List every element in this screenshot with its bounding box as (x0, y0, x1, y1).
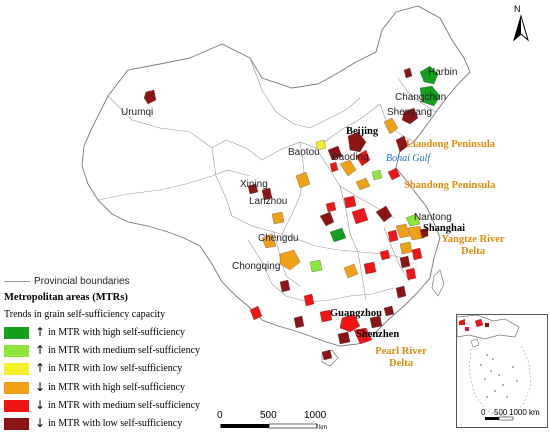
legend-item: ↑ in MTR with high self-sufficiency (4, 325, 324, 340)
scale-bar-main (220, 423, 318, 429)
legend-item-label: in MTR with medium self-sufficiency (48, 345, 201, 357)
legend-title: Metropolitan areas (MTRs) (4, 292, 128, 303)
region-label-pearl-line2: Delta (389, 358, 413, 370)
legend-item-label: in MTR with high self-sufficiency (48, 381, 186, 393)
taiwan-island (431, 269, 445, 297)
arrow-up-icon: ↑ (35, 343, 46, 358)
inset-scale-unit: km (529, 408, 540, 417)
city-label-nantong: Nantong (414, 212, 452, 223)
region-label-bohai-gulf: Bohai Gulf (386, 153, 431, 164)
south-china-sea-inset: 0 500 1000 km (456, 314, 548, 428)
scale-unit: km (319, 425, 327, 431)
legend-swatch (4, 327, 29, 339)
legend-boundary-label: Provincial boundaries (34, 276, 130, 287)
arrow-down-icon: ↓ (35, 397, 46, 412)
legend-swatch (4, 399, 29, 412)
inset-scale-tick-1000: 1000 (509, 408, 527, 417)
legend-swatch (4, 345, 29, 358)
city-label-beijing: Beijing (346, 126, 379, 137)
city-label-chongqing: Chongqing (232, 261, 281, 272)
legend-swatch (4, 363, 29, 376)
legend-subtitle: Trends in grain self-sufficiency capacit… (4, 309, 166, 320)
arrow-down-icon: ↓ (35, 416, 46, 430)
city-label-shanghai: Shanghai (423, 223, 466, 234)
city-label-guangzhou: Guangzhou (330, 308, 382, 319)
city-label-urumqi: Urumqi (121, 107, 154, 118)
region-label-pearl-line1: Pearl River (375, 346, 427, 357)
arrow-up-icon: ↑ (35, 325, 46, 339)
legend-item-label: in MTR with low self-sufficiency (48, 418, 183, 429)
region-label-liaodong-peninsula: Liaodong Peninsula (406, 139, 495, 150)
inset-map-graphic (456, 314, 532, 421)
north-arrow-icon (513, 14, 529, 42)
legend-item-label: in MTR with high self-sufficiency (48, 327, 186, 338)
city-label-changchun: Changchun (395, 92, 447, 103)
arrow-up-icon: ↑ (35, 361, 46, 376)
boundary-line-swatch (4, 280, 30, 282)
region-label-yangtze-river-delta: Yangtze River Delta (428, 234, 518, 258)
region-label-yangtze-line1: Yangtze River (441, 234, 505, 245)
legend-item-label: in MTR with low self-sufficiency (48, 363, 183, 375)
arrow-down-icon: ↓ (35, 379, 46, 394)
legend-swatch (4, 418, 29, 430)
scale-tick-500: 500 (260, 410, 277, 421)
region-label-shandong-peninsula: Shandong Peninsula (404, 180, 496, 191)
legend-item: ↓ in MTR with low self-sufficiency (4, 416, 324, 431)
legend-item: ↑ in MTR with low self-sufficiency (4, 361, 324, 376)
legend-item-label: in MTR with medium self-sufficiency (48, 399, 201, 411)
north-label: N (514, 4, 521, 14)
inset-scale-tick-500: 500 (494, 408, 508, 417)
legend-swatch (4, 381, 29, 394)
city-label-shenyang: Shenyang (387, 107, 433, 118)
legend-item: ↓ in MTR with high self-sufficiency (4, 379, 324, 395)
city-label-shenzhen: Shenzhen (356, 329, 400, 340)
region-label-yangtze-line2: Delta (461, 246, 485, 258)
city-label-xining: Xining (240, 179, 268, 190)
north-arrow: N (506, 4, 536, 46)
region-label-pearl-river-delta: Pearl River Delta (366, 346, 436, 370)
city-label-baoding: Baoding (332, 152, 369, 163)
inset-scale-tick-0: 0 (481, 408, 486, 417)
scale-tick-0: 0 (217, 410, 223, 421)
city-label-lanzhou: Lanzhou (249, 196, 288, 207)
city-label-chengdu: Chengdu (258, 233, 299, 244)
country-outline (81, 5, 471, 347)
city-label-harbin: Harbin (428, 67, 458, 78)
legend-item: ↓ in MTR with medium self-sufficiency (4, 397, 324, 413)
mtr-patches (143, 65, 441, 361)
legend-boundary: Provincial boundaries (4, 276, 130, 287)
scale-tick-1000: 1000 (304, 410, 327, 421)
city-label-baotou: Baotou (288, 147, 320, 158)
legend-item: ↑ in MTR with medium self-sufficiency (4, 343, 324, 358)
